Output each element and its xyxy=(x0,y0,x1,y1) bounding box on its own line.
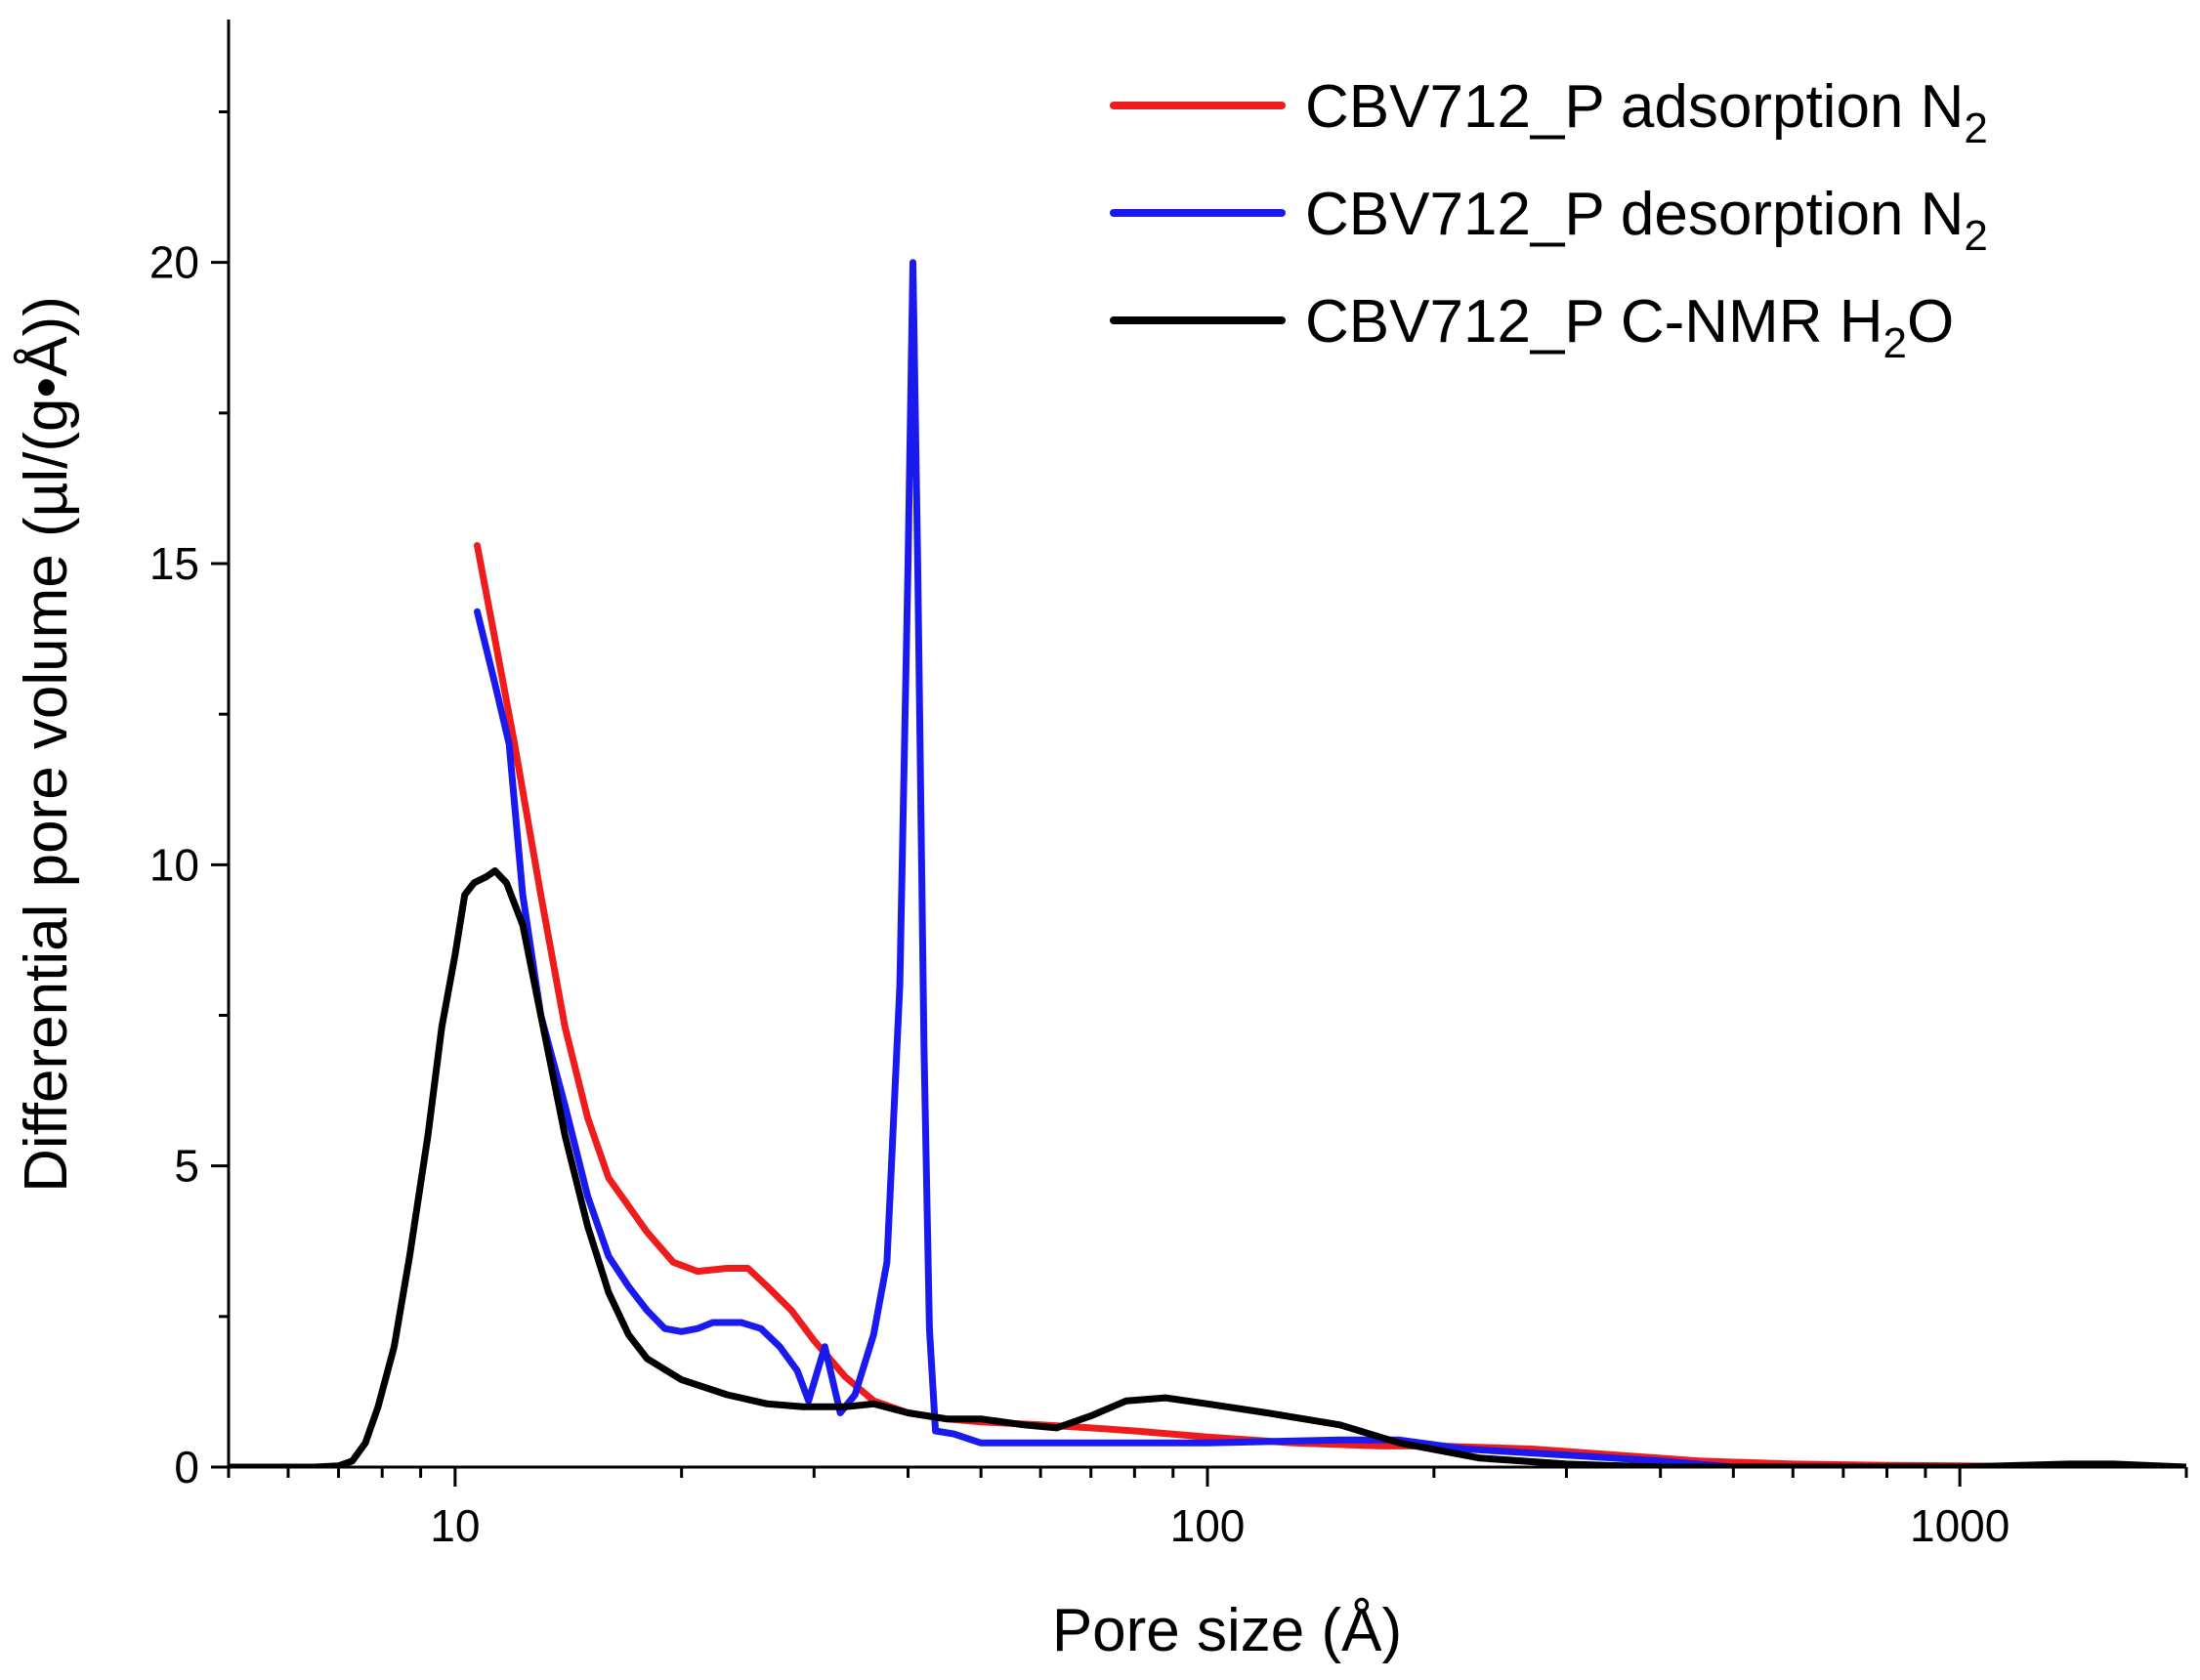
legend-label-3: CBV712_P C-NMR H2O xyxy=(1305,288,1954,367)
x-tick-label: 10 xyxy=(430,1500,480,1551)
legend-label-main: CBV712_P desorption N xyxy=(1305,181,1964,248)
x-tick-label: 100 xyxy=(1170,1500,1246,1551)
series-line-2 xyxy=(474,259,2186,1467)
series-line-3 xyxy=(229,867,2186,1467)
series-line-1 xyxy=(474,542,2117,1467)
y-axis-title: Differential pore volume (µl/(g•Å)) xyxy=(13,296,80,1193)
x-axis-title: Pore size (Å) xyxy=(1052,1597,1402,1664)
y-tick-label: 0 xyxy=(174,1442,199,1492)
legend-label-2: CBV712_P desorption N2 xyxy=(1305,181,1988,260)
y-tick-label: 10 xyxy=(149,839,199,890)
legend-label-subscript: 2 xyxy=(1883,319,1906,367)
legend-label-suffix: O xyxy=(1907,288,1954,356)
plot-area xyxy=(229,259,2186,1467)
y-tick-label: 20 xyxy=(149,237,199,288)
x-tick-label: 1000 xyxy=(1910,1500,2010,1551)
legend-label-subscript: 2 xyxy=(1964,105,1987,152)
legend-label-subscript: 2 xyxy=(1964,212,1987,260)
y-tick-label: 5 xyxy=(174,1141,199,1192)
legend-label-main: CBV712_P adsorption N xyxy=(1305,73,1964,141)
y-tick-label: 15 xyxy=(149,538,199,589)
legend-label-1: CBV712_P adsorption N2 xyxy=(1305,73,1988,152)
axes: 0 5 10 15 20 10 100 1000 Pore size (Å) Differenti… xyxy=(13,20,2188,1664)
legend-label-main: CBV712_P C-NMR H xyxy=(1305,288,1883,356)
